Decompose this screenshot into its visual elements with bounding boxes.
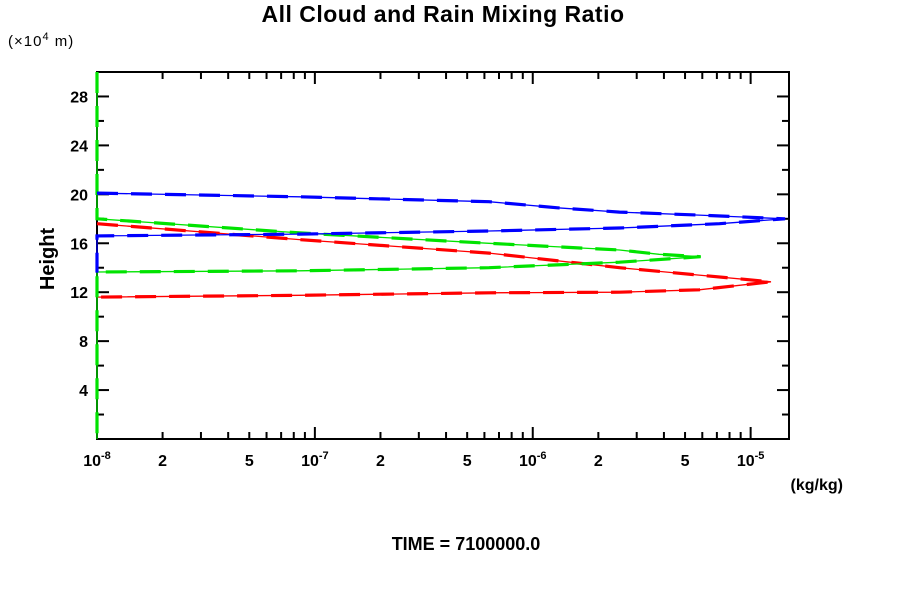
red-profile-dashed-line	[96, 222, 772, 299]
axis-tick-labels: 4 8 12 16 20 24 28 10-8 2 5 10-7 2 5 10-6 2 5 10-5	[70, 89, 764, 470]
x-tick-label: 5	[463, 453, 472, 470]
x-tick-label: 2	[158, 453, 167, 470]
y-tick-label: 24	[70, 138, 88, 155]
y-tick-label: 12	[70, 285, 88, 302]
x-tick-label: 5	[681, 453, 690, 470]
time-annotation: TIME = 7100000.0	[391, 534, 541, 554]
x-decade-label: 10-6	[519, 450, 547, 470]
x-axis-units-label: (kg/kg)	[790, 477, 843, 494]
y-tick-label: 20	[70, 187, 88, 204]
y-units-exponent: 4	[42, 31, 50, 43]
y-axis-units-label: (×104 m)	[8, 31, 74, 50]
y-tick-label: 16	[70, 236, 88, 253]
y-tick-label: 28	[70, 89, 88, 106]
x-decade-label: 10-5	[737, 450, 765, 470]
x-tick-label: 2	[594, 453, 603, 470]
chart-title: All Cloud and Rain Mixing Ratio	[261, 1, 625, 27]
x-tick-label: 2	[376, 453, 385, 470]
y-units-prefix: (×10	[8, 33, 43, 50]
y-tick-label: 8	[79, 334, 88, 351]
y-units-suffix: m)	[49, 33, 75, 50]
axis-ticks	[96, 72, 789, 439]
blue-profile-dashed-line	[95, 191, 786, 273]
x-decade-label: 10-7	[301, 450, 329, 470]
series-green-profile	[95, 72, 701, 439]
x-tick-label: 5	[245, 453, 254, 470]
green-profile-thin-line	[96, 72, 701, 439]
x-decade-label: 10-8	[83, 450, 111, 470]
series-blue-profile	[95, 191, 786, 273]
y-tick-label: 4	[79, 383, 88, 400]
series-red-profile	[96, 222, 772, 299]
green-profile-dashed-line	[95, 72, 701, 439]
